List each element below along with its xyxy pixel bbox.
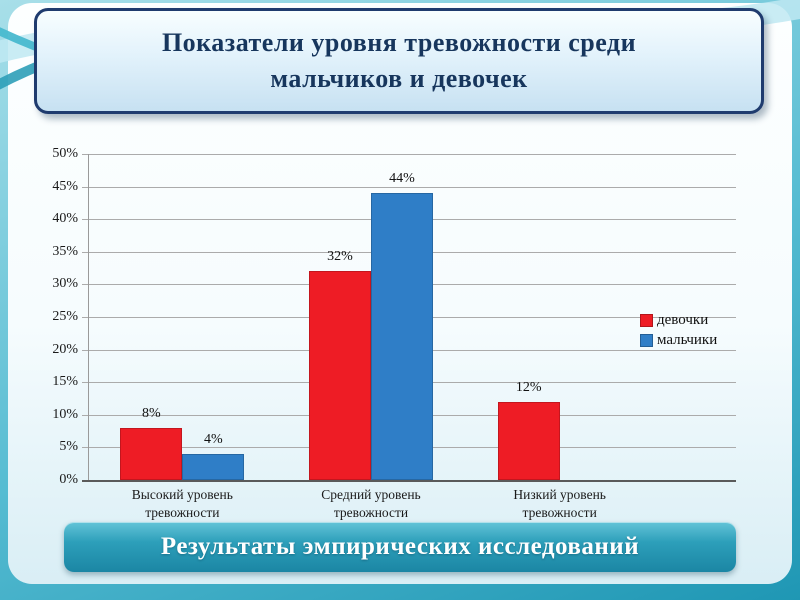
bar-group: 32% 44% [277, 171, 466, 480]
y-tick-label: 50% [52, 146, 78, 161]
slide-title: Показатели уровня тревожности среди маль… [161, 27, 637, 93]
y-tick-label: 30% [52, 276, 78, 292]
bar-value-label: 4% [203, 431, 223, 447]
y-tick-label: 10% [52, 406, 78, 422]
bar-мальчики: 4% [182, 432, 245, 480]
bar-chart: 0% 5% 10% 15% 20% 25% 30% 35% 40% 45% 50% 8% 4% 32% 4… [36, 146, 742, 526]
footer-banner: Результаты эмпирических исследований [64, 522, 736, 572]
x-category-label: Низкий уровень тревожности [465, 486, 654, 521]
y-tick-label: 5% [59, 439, 78, 455]
y-tick-label: 25% [52, 309, 78, 324]
y-tick-label: 0% [59, 472, 78, 487]
footer-title: Результаты эмпирических исследований [160, 533, 640, 560]
legend-item: девочки [640, 312, 717, 329]
legend: девочки мальчики [640, 312, 717, 349]
bar-value-label: 44% [389, 171, 415, 187]
x-category-label-text: Высокий уровень тревожности [131, 487, 233, 520]
y-tick-label: 45% [52, 178, 78, 194]
x-category-label: Средний уровень тревожности [277, 486, 466, 521]
bar-group: 8% 4% [88, 406, 277, 480]
bar-value-label: 12% [515, 379, 542, 395]
y-axis-line [88, 154, 89, 480]
gridline [82, 186, 736, 188]
y-tick-label: 20% [52, 341, 78, 357]
y-tick-label: 40% [52, 211, 78, 227]
legend-swatch [640, 334, 653, 347]
bar-девочки: 8% [120, 406, 183, 480]
bar-groups: 8% 4% 32% 44% 12% [88, 154, 654, 480]
bar-group: 12% [465, 380, 654, 480]
title-box: Показатели уровня тревожности среди маль… [34, 8, 764, 114]
bar-value-label: 32% [327, 249, 353, 265]
plot-area: 8% 4% 32% 44% 12% девочки мальчики [82, 154, 736, 482]
x-category-label-text: Низкий уровень тревожности [513, 487, 606, 520]
y-tick-label: 35% [52, 243, 78, 259]
bar-девочки: 12% [497, 380, 560, 480]
legend-item: мальчики [640, 332, 717, 349]
gridline [82, 154, 736, 155]
legend-swatch [640, 314, 653, 327]
x-category-label: Высокий уровень тревожности [88, 486, 277, 521]
bar-мальчики: 44% [371, 171, 433, 480]
bar-value-label: 8% [141, 405, 161, 421]
x-category-label-text: Средний уровень тревожности [321, 487, 421, 520]
bar-девочки: 32% [309, 249, 371, 480]
x-axis-labels: Высокий уровень тревожности Средний урове… [88, 486, 654, 521]
gridline [82, 480, 736, 482]
y-tick-label: 15% [52, 374, 78, 390]
y-axis-labels: 0% 5% 10% 15% 20% 25% 30% 35% 40% 45% 50% [36, 146, 82, 487]
legend-label: девочки [657, 312, 709, 328]
legend-label: мальчики [657, 332, 718, 348]
